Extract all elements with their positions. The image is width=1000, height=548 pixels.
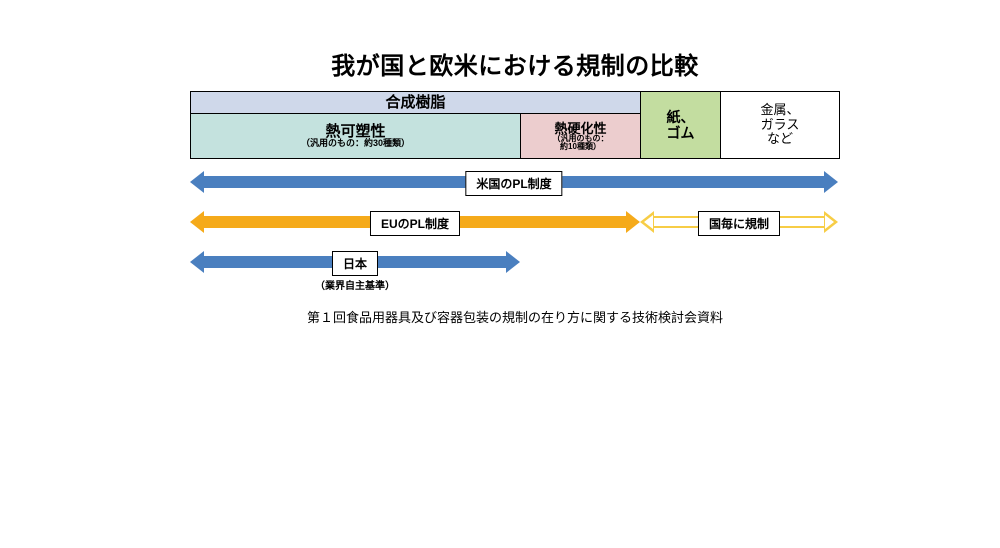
cell-paper-rubber: 紙、 ゴム	[667, 109, 695, 141]
cell-thermoplastic: 熱可塑性	[325, 124, 385, 139]
cell-thermoplastic-sub: （汎用のもの：約30種類）	[301, 139, 410, 148]
arrows-region: 米国のPL制度 EUのPL制度 国毎に規制 日本 （業界自主基準）	[190, 169, 840, 299]
label-japan: 日本	[332, 251, 378, 276]
label-eu-pl: EUのPL制度	[370, 211, 460, 236]
label-us-pl: 米国のPL制度	[465, 171, 562, 196]
cell-thermoset-sub: （汎用のもの： 約10種類）	[553, 135, 609, 151]
materials-table: 合成樹脂 熱可塑性 （汎用のもの：約30種類） 熱硬化性 （汎用のもの： 約10…	[190, 91, 840, 159]
source-caption: 第１回食品用器具及び容器包装の規制の在り方に関する技術検討会資料	[190, 307, 840, 326]
diagram-title: 我が国と欧米における規制の比較	[190, 46, 840, 81]
note-japan: （業界自主基準）	[315, 277, 395, 292]
label-eu-per-country: 国毎に規制	[698, 211, 780, 236]
cell-synthetic-resin: 合成樹脂	[385, 95, 445, 110]
cell-metal-glass: 金属、 ガラス など	[760, 103, 799, 148]
cell-thermoset: 熱硬化性	[554, 122, 606, 135]
